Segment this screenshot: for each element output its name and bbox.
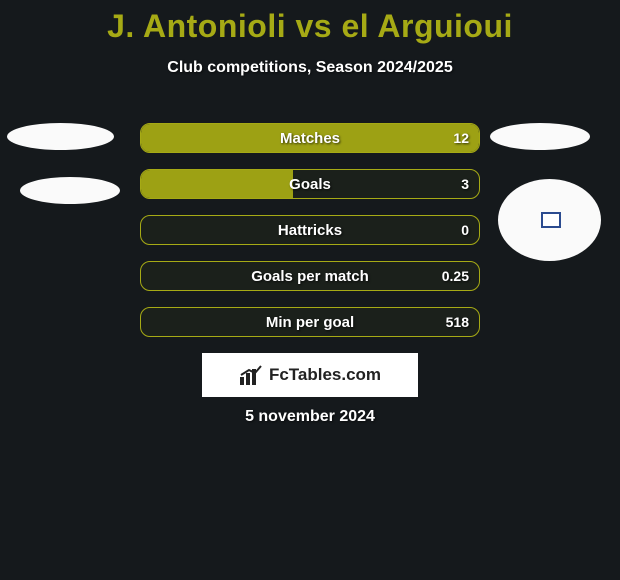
stat-bar-label: Goals <box>141 170 479 198</box>
stat-bar-label: Goals per match <box>141 262 479 290</box>
stat-bar-value: 0 <box>461 216 469 244</box>
brand-chart-icon <box>239 365 263 385</box>
left-top-ellipse <box>7 123 114 150</box>
stat-bar-value: 12 <box>453 124 469 152</box>
stat-bar: Goals per match0.25 <box>140 261 480 291</box>
generated-date: 5 november 2024 <box>0 408 620 426</box>
stat-bars: Matches12 Goals3 Hattricks0 Goals per match… <box>140 123 480 353</box>
stat-bar: Goals3 <box>140 169 480 199</box>
stat-bar-value: 518 <box>446 308 469 336</box>
stat-bar: Min per goal518 <box>140 307 480 337</box>
stat-bar-label: Matches <box>141 124 479 152</box>
page-subtitle: Club competitions, Season 2024/2025 <box>0 59 620 77</box>
stat-bar-label: Hattricks <box>141 216 479 244</box>
brand-box[interactable]: FcTables.com <box>202 353 418 397</box>
page-title: J. Antonioli vs el Arguioui <box>0 0 620 45</box>
stat-bar-label: Min per goal <box>141 308 479 336</box>
stat-bar-value: 3 <box>461 170 469 198</box>
right-top-ellipse <box>490 123 590 150</box>
stat-bar-value: 0.25 <box>442 262 469 290</box>
stat-bar: Hattricks0 <box>140 215 480 245</box>
left-bottom-ellipse <box>20 177 120 204</box>
stat-bar: Matches12 <box>140 123 480 153</box>
brand-label: FcTables.com <box>269 365 381 385</box>
club-badge-icon <box>541 212 561 228</box>
